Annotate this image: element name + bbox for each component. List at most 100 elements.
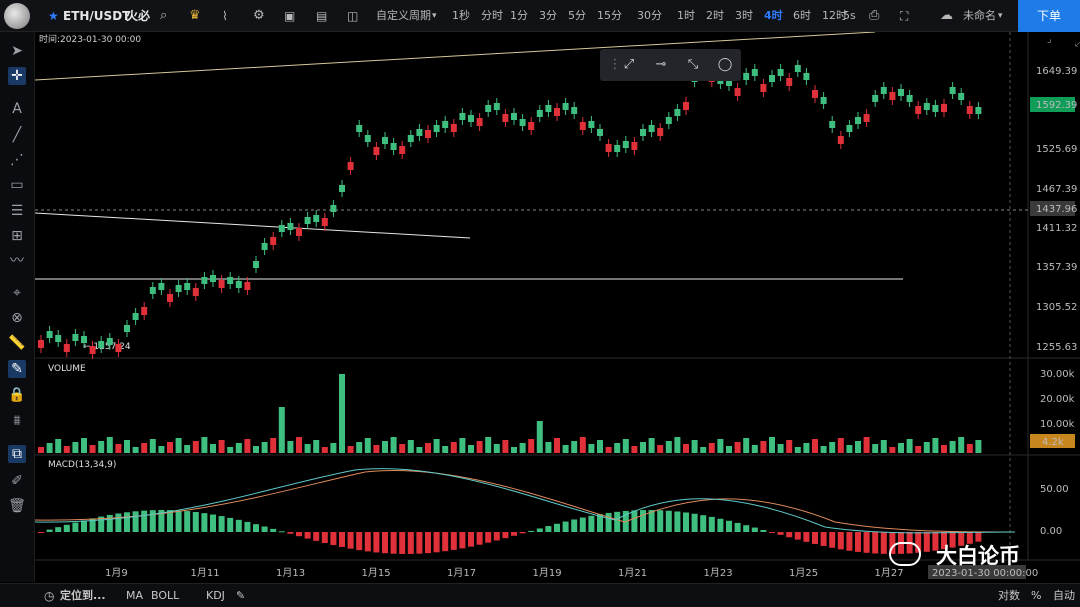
cloud-save-label[interactable]: 未命名 <box>963 9 996 22</box>
volume-bar <box>201 437 208 453</box>
candle-body <box>674 109 681 116</box>
macd-histogram-bar <box>545 526 552 532</box>
time-tick-label: 1月15 <box>362 567 391 579</box>
expand-chart-icon[interactable]: ⤢ <box>1075 38 1080 49</box>
hide-drawings-icon[interactable]: ⩩ <box>13 413 21 429</box>
search-icon[interactable]: ⌕ <box>160 8 168 23</box>
interval-5[interactable]: 15分 <box>597 9 622 22</box>
edit-indicators-icon[interactable]: ✎ <box>236 589 246 602</box>
magnet-icon[interactable]: ⌖ <box>13 285 21 301</box>
macd-histogram-bar <box>175 510 182 532</box>
period-dropdown-icon[interactable]: ▾ <box>432 11 437 21</box>
interval-9[interactable]: 3时 <box>735 9 753 22</box>
candle-body <box>949 87 956 94</box>
cloud-dropdown-icon[interactable]: ▾ <box>998 11 1003 21</box>
candle-body <box>63 344 70 352</box>
interval-1[interactable]: 分时 <box>481 9 503 22</box>
extended-line-icon[interactable]: ⤡ <box>687 57 699 72</box>
macd-histogram-bar <box>46 529 53 532</box>
lock-icon[interactable]: 🔒 <box>8 387 26 403</box>
interval-12[interactable]: 12时 <box>822 9 847 22</box>
candle-body <box>261 243 268 250</box>
refresh-rate[interactable]: 5s <box>843 9 856 22</box>
log-scale-toggle[interactable]: 对数 <box>998 589 1020 602</box>
drag-handle-icon[interactable]: ⋮ <box>608 57 622 72</box>
macd-histogram-bar <box>382 532 388 554</box>
candlestick-chart[interactable]: 时间:2023-01-30 00:00 ← 1257.24 VOLUME MAC… <box>34 31 1080 582</box>
interval-6[interactable]: 30分 <box>637 9 662 22</box>
chart-type-icon[interactable]: ⌇ <box>222 9 228 23</box>
volume-bar <box>691 440 698 453</box>
candle-body <box>132 313 139 320</box>
crosshair-icon[interactable]: ✛ <box>8 67 26 85</box>
horizontal-line-icon[interactable]: ⊸ <box>655 57 667 72</box>
chart-area[interactable]: 时间:2023-01-30 00:00 ← 1257.24 VOLUME MAC… <box>34 31 1080 582</box>
ruler-icon[interactable]: 📏 <box>8 335 26 351</box>
cloud-icon[interactable]: ☁ <box>940 8 953 23</box>
layout-icon[interactable]: ◫ <box>347 9 359 23</box>
symbol-name[interactable]: ETH/USDT <box>63 9 131 23</box>
ray-line-icon[interactable]: ⤢ <box>623 57 635 72</box>
object-tree-icon[interactable]: ⧉ <box>8 445 26 463</box>
trash-icon[interactable]: 🗑 <box>8 498 26 514</box>
volume-bar <box>528 439 535 453</box>
percent-scale-toggle[interactable]: % <box>1031 589 1042 602</box>
cursor-arrow-icon[interactable]: ➤ <box>11 43 23 59</box>
interval-3[interactable]: 3分 <box>539 9 557 22</box>
pitchfork-icon[interactable]: ⋰ <box>10 152 24 168</box>
edit-list-icon[interactable]: ✐ <box>11 473 23 489</box>
volume-bar <box>330 443 337 453</box>
macd-histogram-bar <box>38 532 44 533</box>
template-icon[interactable]: ▣ <box>284 9 296 23</box>
macd-label[interactable]: MACD(13,34,9) <box>48 460 116 470</box>
grid-tool-icon[interactable]: ⊞ <box>11 228 23 244</box>
interval-8[interactable]: 2时 <box>706 9 724 22</box>
trend-line-upper[interactable] <box>34 31 876 81</box>
indicator-kdj[interactable]: KDJ <box>206 589 225 602</box>
interval-2[interactable]: 1分 <box>510 9 528 22</box>
auto-scale-toggle[interactable]: 自动 <box>1053 589 1075 602</box>
candle-body <box>442 121 449 128</box>
indicator-ma[interactable]: MA <box>126 589 144 602</box>
trend-line-mid[interactable] <box>34 212 471 239</box>
ellipse-icon[interactable]: ◯ <box>717 57 733 72</box>
custom-period-button[interactable]: 自定义周期 <box>376 9 431 22</box>
rectangle-icon[interactable]: ▭ <box>10 177 24 193</box>
trend-line-icon[interactable]: ╱ <box>12 127 22 143</box>
link-icon[interactable]: ⊗ <box>11 310 23 326</box>
macd-histogram-bar <box>210 514 216 532</box>
time-tick-label: 1月19 <box>533 567 562 579</box>
snapshot-icon[interactable]: ▤ <box>316 9 328 23</box>
price-tick-label: 1592.39 <box>1036 100 1077 111</box>
volume-bar <box>38 447 44 453</box>
macd-histogram-bar <box>330 532 337 546</box>
macd-histogram-bar <box>72 522 79 532</box>
fullscreen-icon[interactable]: ⛶ <box>900 9 909 23</box>
macd-histogram-bar <box>855 532 861 552</box>
pen-icon[interactable]: ✎ <box>8 360 26 378</box>
macd-histogram-bar <box>502 532 509 539</box>
order-button[interactable]: 下单 <box>1018 0 1080 32</box>
interval-11[interactable]: 6时 <box>793 9 811 22</box>
interval-10[interactable]: 4时 <box>764 9 783 22</box>
favorite-star-icon[interactable]: ★ <box>48 9 59 23</box>
interval-4[interactable]: 5分 <box>568 9 586 22</box>
macd-histogram-bar <box>132 511 139 532</box>
locate-button[interactable]: 定位到... <box>60 589 106 602</box>
volume-label[interactable]: VOLUME <box>48 364 86 374</box>
interval-0[interactable]: 1秒 <box>452 9 470 22</box>
text-tool-icon[interactable]: A <box>12 101 22 117</box>
interval-7[interactable]: 1时 <box>677 9 695 22</box>
volume-bar <box>132 447 139 453</box>
candle-body <box>657 128 664 136</box>
fib-lines-icon[interactable]: ☰ <box>10 203 24 219</box>
volume-bar <box>493 444 500 453</box>
indicator-boll[interactable]: BOLL <box>151 589 180 602</box>
volume-bar <box>192 441 199 453</box>
indicator-crown-icon[interactable]: ♛ <box>189 8 201 23</box>
camera-icon[interactable]: ⎙ <box>869 8 880 23</box>
settings-gear-icon[interactable]: ⚙ <box>253 8 265 23</box>
clock-icon[interactable]: ◷ <box>44 589 55 603</box>
wave-pattern-icon[interactable]: 〰 <box>10 253 24 269</box>
corner-resize-icon[interactable]: ⌟ <box>1047 34 1052 45</box>
